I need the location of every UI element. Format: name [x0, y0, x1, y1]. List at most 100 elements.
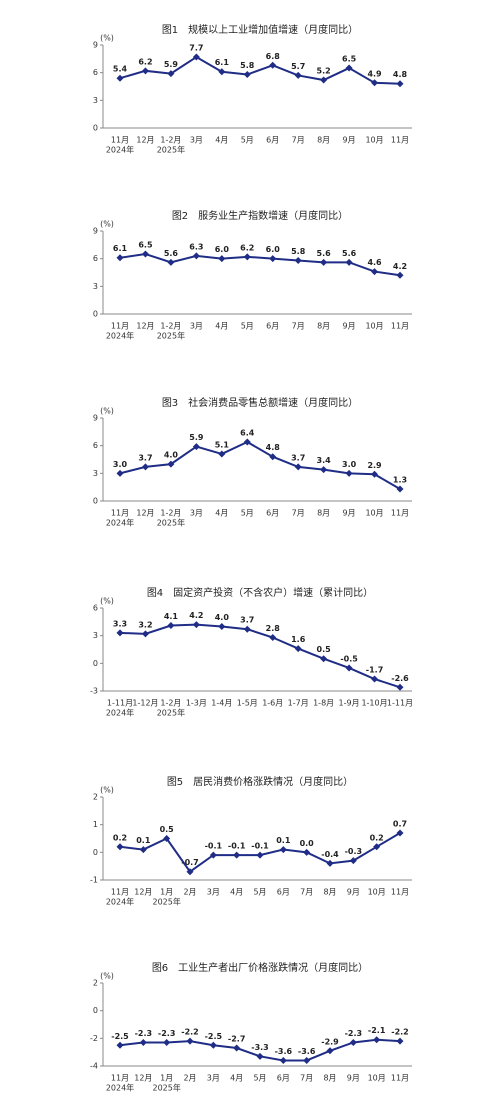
y-tick-label: 6: [93, 441, 98, 450]
x-tick-label: 2月: [183, 888, 196, 897]
data-label: 4.9: [367, 69, 382, 78]
y-tick-label: 0: [93, 497, 98, 506]
line: [119, 55, 401, 85]
y-tick-label: 2: [93, 793, 98, 802]
x-tick-label: 3月: [190, 509, 203, 518]
x-year-label: 2025年: [157, 331, 185, 341]
marker: [371, 268, 379, 276]
data-label: -2.1: [368, 1026, 386, 1035]
data-label: 7.7: [189, 43, 203, 52]
data-label: 6.0: [215, 245, 230, 254]
y-tick-label: 0: [93, 310, 98, 319]
data-label: -0.1: [228, 842, 246, 851]
x-tick-label: 11月: [111, 509, 129, 518]
marker: [345, 469, 353, 477]
x-year-label: 2025年: [157, 518, 185, 528]
x-tick-label: 12月: [134, 1074, 152, 1083]
data-label: -1.7: [366, 666, 384, 675]
data-label: 6.1: [113, 244, 128, 253]
x-tick-label: 5月: [253, 888, 266, 897]
y-tick-label: -2: [90, 1034, 98, 1043]
x-tick-label: 8月: [323, 888, 336, 897]
marker: [373, 843, 381, 851]
marker: [349, 857, 357, 865]
x-tick-label: 1-2月: [160, 509, 181, 518]
x-tick-label: 3月: [190, 322, 203, 331]
marker: [192, 53, 200, 61]
marker: [371, 79, 379, 87]
data-label: 4.0: [215, 613, 230, 622]
x-tick-label: 1-11月: [107, 699, 133, 708]
x-year-label: 2024年: [106, 331, 134, 341]
x-tick-label: 1-8月: [313, 699, 334, 708]
x-tick-label: 1-10月: [361, 699, 387, 708]
y-tick-label: 9: [93, 227, 98, 236]
chart-title: 图2 服务业生产指数增速（月度同比）: [172, 209, 348, 222]
marker: [192, 252, 200, 260]
marker: [141, 67, 149, 75]
marker: [209, 1041, 217, 1049]
x-tick-label: 1-2月: [160, 136, 181, 145]
data-label: 6.0: [266, 245, 281, 254]
x-tick-label: 5月: [241, 322, 254, 331]
data-label: 0.1: [276, 836, 291, 845]
x-tick-label: 3月: [207, 1074, 220, 1083]
x-tick-label: 6月: [277, 1074, 290, 1083]
x-year-label: 2024年: [106, 145, 134, 155]
marker: [279, 1056, 287, 1064]
marker: [326, 1047, 334, 1055]
line: [119, 440, 401, 490]
x-tick-label: 4月: [215, 509, 228, 518]
data-label: -0.7: [181, 858, 199, 867]
marker: [218, 450, 226, 458]
marker: [303, 848, 311, 856]
x-tick-label: 4月: [215, 136, 228, 145]
data-label: -0.1: [205, 842, 223, 851]
marker: [186, 868, 194, 876]
data-label: 3.7: [138, 453, 152, 462]
marker: [396, 1037, 404, 1045]
x-tick-label: 9月: [343, 322, 356, 331]
marker: [243, 438, 251, 446]
y-tick-label: 3: [93, 282, 98, 291]
y-tick-label: 0: [93, 124, 98, 133]
x-tick-label: 8月: [323, 1074, 336, 1083]
x-tick-label: 8月: [317, 136, 330, 145]
y-tick-label: 3: [93, 631, 98, 640]
marker: [345, 64, 353, 72]
data-label: 5.9: [164, 60, 179, 69]
data-label: 6.4: [240, 428, 255, 437]
x-tick-label: 1-9月: [339, 699, 360, 708]
chart: 图6 工业生产者出厂价格涨跌情况（月度同比）(%)-4-20211月2024年1…: [90, 961, 412, 1093]
x-tick-label: 11月: [391, 1074, 409, 1083]
chart-title: 图3 社会消费品零售总额增速（月度同比）: [162, 396, 358, 409]
x-tick-label: 7月: [292, 322, 305, 331]
data-label: 6.2: [138, 57, 152, 66]
x-tick-label: 10月: [365, 322, 383, 331]
x-tick-label: 11月: [391, 888, 409, 897]
data-label: 5.8: [240, 61, 255, 70]
x-tick-label: 11月: [391, 322, 409, 331]
x-tick-label: 1-11月: [387, 699, 413, 708]
marker: [192, 621, 200, 629]
data-label: 4.8: [266, 443, 281, 452]
marker: [141, 630, 149, 638]
x-tick-label: 11月: [391, 136, 409, 145]
x-year-label: 2024年: [106, 518, 134, 528]
x-tick-label: 7月: [292, 509, 305, 518]
marker: [320, 466, 328, 474]
marker: [294, 645, 302, 653]
x-tick-label: 12月: [134, 888, 152, 897]
data-label: 4.8: [393, 70, 408, 79]
x-tick-label: 11月: [111, 1074, 129, 1083]
data-label: 2.8: [266, 624, 281, 633]
data-label: -2.2: [391, 1028, 409, 1037]
marker: [269, 255, 277, 263]
marker: [116, 629, 124, 637]
data-label: 5.4: [113, 65, 128, 74]
marker: [141, 463, 149, 471]
data-label: 4.0: [164, 451, 179, 460]
marker: [320, 258, 328, 266]
